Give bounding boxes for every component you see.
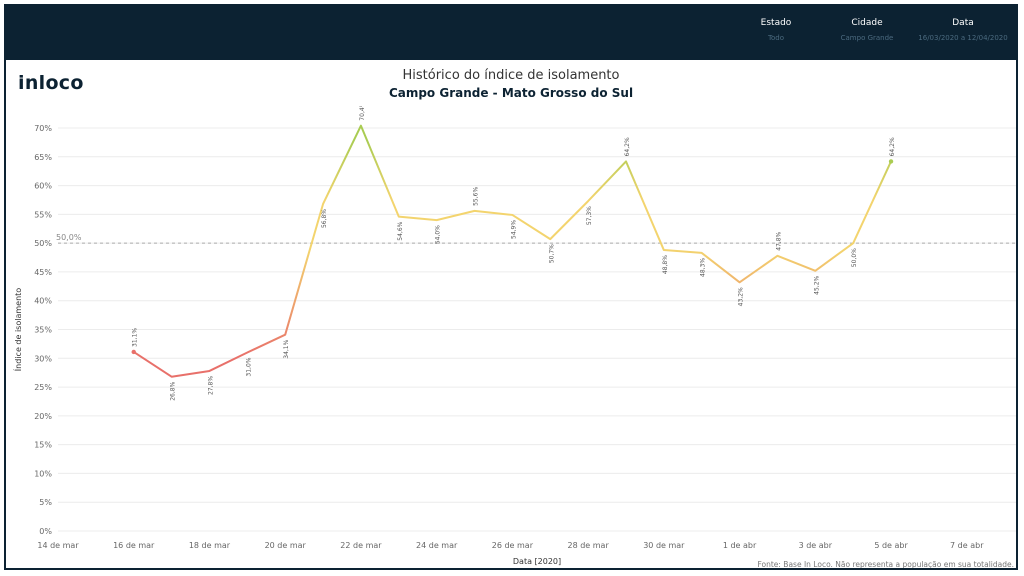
y-tick-label: 15% (34, 441, 52, 450)
filter-data[interactable]: Data 16/03/2020 a 12/04/2020 (908, 18, 1016, 42)
data-point-marker (131, 349, 136, 355)
y-tick-label: 55% (34, 210, 52, 219)
data-label: 54,9% (510, 220, 517, 239)
filter-estado-label: Estado (760, 18, 792, 28)
data-label: 64,2% (889, 137, 896, 156)
data-label: 47,8% (775, 231, 782, 250)
y-tick-label: 70% (34, 124, 52, 133)
chart-subtitle: Campo Grande - Mato Grosso do Sul (388, 86, 634, 100)
data-label: 31,1% (132, 328, 139, 347)
data-label: 45,2% (813, 275, 820, 294)
isolation-line-chart: 50,0% 31,1% 26,8% 27,8% 31,0% 34,1% 56,8% 70,4… (12, 106, 1016, 568)
source-note: Fonte: Base In Loco. Não representa a po… (757, 560, 1014, 568)
data-label: 64,2% (624, 137, 631, 156)
chart-title: Histórico do índice de isolamento (402, 68, 620, 83)
x-tick-label: 28 de mar (567, 541, 609, 550)
y-tick-label: 5% (39, 498, 52, 507)
filter-estado-value[interactable]: Todo (767, 34, 785, 42)
data-label: 55,6% (473, 187, 480, 206)
x-tick-label: 18 de mar (189, 541, 231, 550)
data-label: 31,0% (245, 357, 252, 376)
filter-data-label: Data (952, 18, 974, 28)
data-label: 48,8% (662, 255, 669, 274)
x-tick-label: 16 de mar (113, 541, 155, 550)
y-tick-label: 60% (34, 182, 52, 191)
data-label: 50,0% (851, 248, 858, 267)
data-label: 43,2% (738, 287, 745, 306)
data-label: 56,8% (321, 209, 328, 228)
filter-estado[interactable]: Estado Todo (721, 18, 831, 42)
y-tick-label: 35% (34, 326, 52, 335)
y-tick-label: 30% (34, 354, 52, 363)
x-tick-label: 30 de mar (643, 541, 685, 550)
filter-cidade-value[interactable]: Campo Grande (840, 34, 894, 42)
data-point-marker (888, 159, 894, 164)
data-label: 34,1% (283, 339, 290, 358)
data-label: 54,6% (397, 221, 404, 240)
y-tick-label: 40% (34, 297, 52, 306)
x-tick-label: 22 de mar (340, 541, 382, 550)
y-tick-label: 25% (34, 383, 52, 392)
y-tick-label: 0% (39, 527, 52, 536)
x-tick-label: 26 de mar (492, 541, 534, 550)
x-tick-label: 7 de abr (950, 541, 984, 550)
isolation-series-line (133, 124, 892, 378)
y-tick-label: 50% (34, 239, 52, 248)
data-label: 57,3% (586, 206, 593, 225)
filter-data-value[interactable]: 16/03/2020 a 12/04/2020 (918, 34, 1008, 42)
reference-line-label: 50,0% (56, 233, 82, 242)
y-tick-label: 10% (34, 469, 52, 478)
y-tick-label: 65% (34, 153, 52, 162)
filter-cidade-label: Cidade (851, 18, 883, 28)
x-tick-label: 14 de mar (37, 541, 79, 550)
x-tick-label: 1 de abr (723, 541, 757, 550)
data-label: 27,8% (207, 376, 214, 395)
data-label: 70,4% (359, 106, 366, 121)
x-tick-label: 3 de abr (799, 541, 833, 550)
y-axis-title: Índice de isolamento (12, 288, 23, 371)
data-label: 50,7% (548, 244, 555, 263)
y-tick-label: 45% (34, 268, 52, 277)
inloco-logo: inloco (18, 72, 84, 94)
data-label: 26,8% (170, 381, 177, 400)
x-tick-label: 20 de mar (265, 541, 307, 550)
y-tick-label: 20% (34, 412, 52, 421)
x-tick-label: 5 de abr (874, 541, 908, 550)
x-axis-title: Data [2020] (513, 557, 561, 566)
dashboard-frame: Estado Todo Cidade Campo Grande Data 16/… (4, 4, 1018, 570)
filter-bar: Estado Todo Cidade Campo Grande Data 16/… (6, 6, 1016, 60)
data-label: 54,0% (435, 225, 442, 244)
x-tick-label: 24 de mar (416, 541, 458, 550)
data-label: 48,3% (700, 258, 707, 277)
filter-cidade[interactable]: Cidade Campo Grande (812, 18, 922, 42)
